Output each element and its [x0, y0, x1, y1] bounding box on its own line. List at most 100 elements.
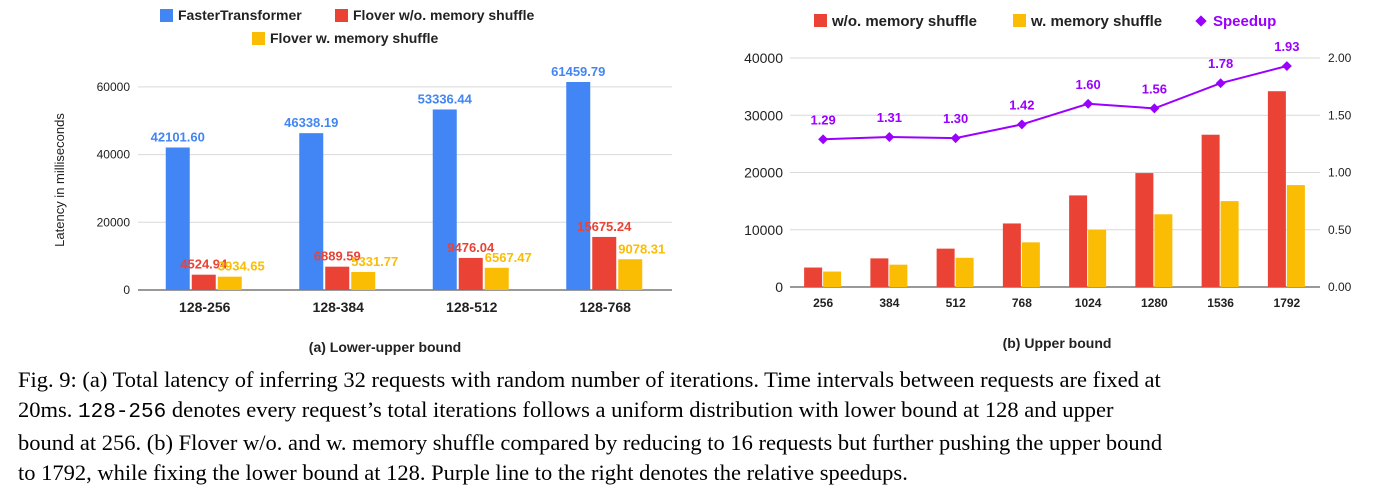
bar-b-1-2 [955, 257, 974, 287]
y-tick-label-b-0: 0 [775, 279, 783, 295]
speedup-point-5 [1149, 103, 1160, 114]
data-label-a-1-0: 4524.94 [180, 257, 228, 272]
x-tick-label-b-5: 1280 [1141, 296, 1168, 310]
caption-line-2-end: denotes every request’s total iterations… [171, 397, 1114, 422]
bar-b-0-5 [1135, 173, 1154, 287]
legend-label-a-0: FasterTransformer [178, 7, 302, 23]
bar-b-1-4 [1088, 229, 1107, 287]
figure-caption: Fig. 9: (a) Total latency of inferring 3… [18, 365, 1388, 488]
chart-title-a: (a) Lower-upper bound [309, 339, 461, 355]
x-tick-label-b-0: 256 [813, 296, 833, 310]
speedup-label-7: 1.93 [1274, 39, 1299, 54]
x-tick-label-b-3: 768 [1012, 296, 1032, 310]
legend-swatch-b-2 [1195, 15, 1207, 27]
caption-line-2-start: 20ms. [18, 397, 73, 422]
speedup-label-4: 1.60 [1075, 77, 1100, 92]
bar-b-0-2 [936, 248, 955, 287]
caption-line-4: to 1792, while fixing the lower bound at… [18, 460, 908, 485]
speedup-label-5: 1.56 [1142, 81, 1167, 96]
y-tick-label-b-3: 30000 [744, 107, 783, 123]
bar-b-1-3 [1021, 242, 1040, 287]
speedup-line [823, 65, 1288, 141]
bar-a-1-3 [592, 236, 617, 290]
y2-tick-label-b-4: 2.00 [1328, 51, 1352, 65]
speedup-point-7 [1281, 61, 1292, 71]
speedup-point-3 [1016, 119, 1027, 130]
bar-b-0-1 [870, 258, 889, 287]
data-label-a-0-0: 42101.60 [151, 130, 205, 145]
bar-a-1-0 [191, 274, 216, 290]
bar-a-0-2 [432, 109, 457, 291]
bar-b-1-7 [1286, 185, 1305, 287]
bar-a-0-0 [165, 147, 190, 290]
speedup-label-6: 1.78 [1208, 56, 1233, 71]
legend-label-b-2: Speedup [1213, 13, 1276, 30]
y2-tick-label-b-3: 1.50 [1328, 108, 1352, 122]
data-label-a-2-0: 3934.65 [218, 259, 265, 274]
data-label-a-0-2: 53336.44 [418, 91, 473, 106]
speedup-point-1 [884, 132, 895, 142]
bar-b-0-3 [1002, 223, 1021, 287]
legend-label-b-1: w. memory shuffle [1030, 13, 1162, 30]
y-axis-label-a: Latency in milliseconds [52, 113, 67, 247]
caption-line-3: bound at 256. (b) Flover w/o. and w. mem… [18, 430, 1163, 455]
bar-a-2-0 [217, 276, 242, 290]
x-tick-label-a-0: 128-256 [179, 299, 231, 315]
speedup-label-1: 1.31 [877, 110, 902, 125]
chart-title-b: (b) Upper bound [1003, 335, 1112, 351]
x-tick-label-b-6: 1536 [1207, 296, 1234, 310]
legend-swatch-a-2 [252, 32, 265, 45]
bar-b-1-0 [823, 271, 842, 287]
data-label-a-2-3: 9078.31 [618, 241, 665, 256]
bar-b-0-7 [1267, 91, 1286, 287]
bar-a-2-2 [484, 267, 509, 290]
bar-a-0-3 [566, 81, 591, 291]
data-label-a-2-2: 6567.47 [485, 250, 532, 265]
data-label-a-2-1: 5331.77 [351, 254, 398, 269]
bar-a-0-1 [299, 133, 324, 290]
speedup-label-2: 1.30 [943, 111, 968, 126]
bar-b-0-6 [1201, 134, 1220, 287]
legend-swatch-b-1 [1013, 14, 1026, 27]
y-tick-label-a-3: 60000 [97, 80, 131, 94]
y-tick-label-a-1: 20000 [97, 215, 131, 229]
x-tick-label-a-2: 128-512 [446, 299, 498, 315]
speedup-point-2 [950, 133, 961, 144]
bar-a-1-1 [325, 266, 350, 290]
y-tick-label-b-1: 10000 [744, 222, 783, 238]
y2-tick-label-b-0: 0.00 [1328, 280, 1352, 294]
data-label-a-1-3: 15675.24 [577, 219, 632, 234]
bar-b-0-0 [804, 267, 823, 287]
y-tick-label-b-4: 40000 [744, 50, 783, 66]
caption-code-range: 128-256 [78, 401, 167, 424]
x-tick-label-a-1: 128-384 [313, 299, 365, 315]
data-label-a-1-1: 6889.59 [314, 249, 361, 264]
bar-a-2-1 [351, 271, 376, 290]
y-tick-label-b-2: 20000 [744, 165, 783, 181]
legend-label-b-0: w/o. memory shuffle [831, 13, 977, 30]
bar-a-2-3 [618, 259, 643, 290]
data-label-a-1-2: 9476.04 [447, 240, 495, 255]
speedup-label-3: 1.42 [1009, 97, 1034, 112]
chart-a-latency-bar-chart: 0 20000 40000 60000 Latency in milliseconds 1… [52, 7, 672, 355]
y2-tick-label-b-1: 0.50 [1328, 223, 1352, 237]
legend-swatch-a-0 [160, 9, 173, 22]
bar-b-0-4 [1069, 195, 1088, 287]
bar-a-1-2 [458, 257, 483, 290]
caption-line-1: Fig. 9: (a) Total latency of inferring 3… [18, 367, 1161, 392]
x-tick-label-b-7: 1792 [1274, 296, 1301, 310]
bar-b-1-5 [1154, 214, 1173, 287]
legend-swatch-b-0 [814, 14, 827, 27]
x-tick-label-a-3: 128-768 [580, 299, 632, 315]
bar-b-1-1 [889, 264, 908, 287]
speedup-point-6 [1215, 78, 1226, 89]
caption-line-2: 20ms. 128-256 denotes every request’s to… [18, 395, 1388, 428]
legend-swatch-a-1 [335, 9, 348, 22]
y-tick-label-a-0: 0 [123, 283, 130, 297]
x-tick-label-b-4: 1024 [1075, 296, 1102, 310]
speedup-point-0 [818, 134, 829, 145]
legend-label-a-2: Flover w. memory shuffle [270, 30, 439, 46]
data-label-a-0-1: 46338.19 [284, 115, 338, 130]
data-label-a-0-3: 61459.79 [551, 64, 605, 79]
bar-b-1-6 [1220, 201, 1239, 287]
